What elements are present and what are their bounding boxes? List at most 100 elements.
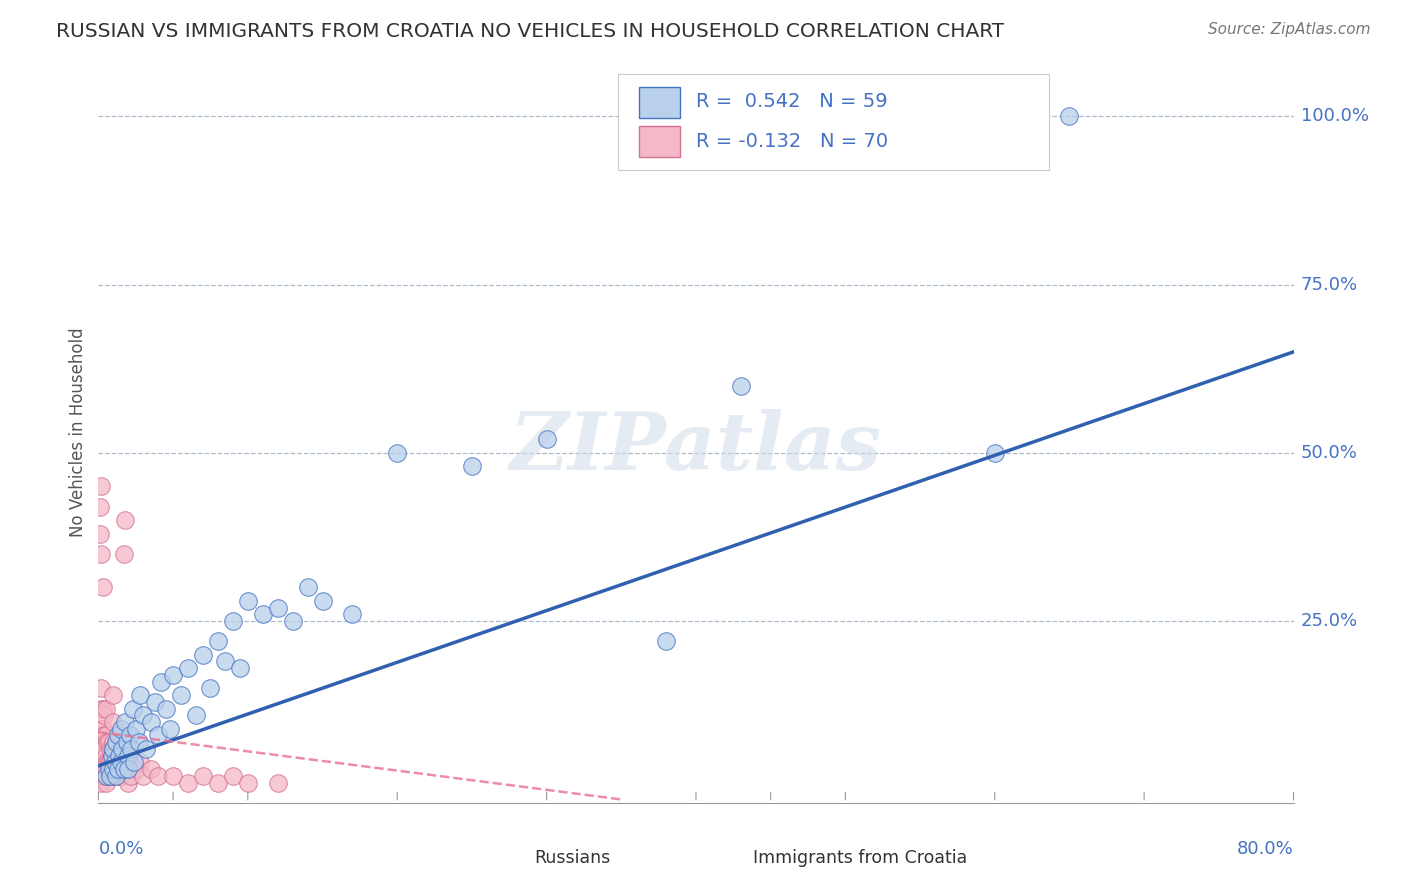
- Point: [93, 769, 115, 783]
- Point: [103, 735, 125, 749]
- FancyBboxPatch shape: [494, 844, 523, 873]
- Point: [281, 614, 304, 628]
- Text: 25.0%: 25.0%: [1301, 612, 1358, 630]
- Point: [94, 775, 117, 789]
- Point: [90, 775, 112, 789]
- Point: [96, 769, 118, 783]
- Point: [267, 775, 290, 789]
- Point: [229, 661, 252, 675]
- Point: [94, 748, 117, 763]
- Text: 75.0%: 75.0%: [1301, 276, 1358, 293]
- Point: [97, 769, 120, 783]
- Point: [89, 769, 111, 783]
- Point: [103, 742, 125, 756]
- Point: [96, 756, 118, 770]
- Point: [107, 762, 129, 776]
- Point: [103, 762, 125, 776]
- Point: [385, 446, 409, 460]
- Point: [97, 762, 120, 776]
- Point: [191, 648, 214, 662]
- Text: RUSSIAN VS IMMIGRANTS FROM CROATIA NO VEHICLES IN HOUSEHOLD CORRELATION CHART: RUSSIAN VS IMMIGRANTS FROM CROATIA NO VE…: [56, 22, 1004, 41]
- Point: [117, 762, 139, 776]
- Point: [98, 756, 122, 770]
- Point: [129, 688, 152, 702]
- Point: [155, 701, 177, 715]
- Point: [111, 762, 134, 776]
- Point: [97, 756, 120, 770]
- Point: [191, 769, 214, 783]
- Point: [139, 762, 162, 776]
- Point: [1059, 109, 1081, 123]
- Point: [90, 748, 112, 763]
- Point: [90, 701, 112, 715]
- Point: [169, 688, 191, 702]
- Point: [89, 526, 111, 541]
- Text: R = -0.132   N = 70: R = -0.132 N = 70: [696, 132, 889, 151]
- Point: [105, 735, 128, 749]
- Point: [177, 775, 200, 789]
- Point: [159, 722, 181, 736]
- Point: [120, 742, 142, 756]
- Point: [148, 729, 170, 743]
- Point: [162, 769, 184, 783]
- Point: [236, 775, 259, 789]
- Point: [94, 762, 117, 776]
- Point: [90, 762, 112, 776]
- Point: [135, 742, 157, 756]
- Point: [96, 735, 118, 749]
- Point: [89, 756, 111, 770]
- Point: [461, 459, 484, 474]
- Text: 50.0%: 50.0%: [1301, 444, 1358, 462]
- Point: [93, 742, 115, 756]
- Point: [115, 735, 138, 749]
- Point: [110, 756, 132, 770]
- Point: [267, 600, 290, 615]
- Point: [117, 775, 139, 789]
- Point: [150, 674, 173, 689]
- Point: [103, 762, 125, 776]
- Point: [252, 607, 274, 622]
- Point: [98, 742, 122, 756]
- Point: [93, 756, 115, 770]
- Point: [107, 762, 129, 776]
- Point: [111, 742, 134, 756]
- Point: [94, 769, 117, 783]
- Point: [536, 433, 558, 447]
- Point: [148, 769, 170, 783]
- Point: [105, 769, 128, 783]
- Point: [90, 547, 112, 561]
- Point: [110, 769, 132, 783]
- Point: [93, 708, 115, 723]
- Point: [118, 729, 141, 743]
- Point: [91, 722, 114, 736]
- Point: [90, 479, 112, 493]
- Text: ZIPatlas: ZIPatlas: [510, 409, 882, 486]
- Point: [91, 756, 114, 770]
- Point: [132, 708, 155, 723]
- Point: [236, 594, 259, 608]
- Point: [311, 594, 333, 608]
- FancyBboxPatch shape: [619, 73, 1049, 169]
- Text: Immigrants from Croatia: Immigrants from Croatia: [754, 849, 967, 867]
- Point: [104, 769, 127, 783]
- Point: [91, 742, 114, 756]
- Point: [184, 708, 207, 723]
- Point: [125, 762, 148, 776]
- Point: [89, 500, 111, 514]
- FancyBboxPatch shape: [638, 126, 681, 157]
- Point: [984, 446, 1007, 460]
- Point: [101, 748, 124, 763]
- Point: [97, 735, 120, 749]
- Point: [91, 581, 114, 595]
- Point: [112, 547, 135, 561]
- Point: [297, 581, 319, 595]
- Point: [132, 769, 155, 783]
- Point: [117, 762, 139, 776]
- Point: [129, 756, 152, 770]
- Point: [90, 735, 112, 749]
- Text: 0.0%: 0.0%: [98, 840, 143, 858]
- Point: [94, 701, 117, 715]
- Point: [207, 775, 229, 789]
- Point: [110, 756, 132, 770]
- Point: [120, 769, 142, 783]
